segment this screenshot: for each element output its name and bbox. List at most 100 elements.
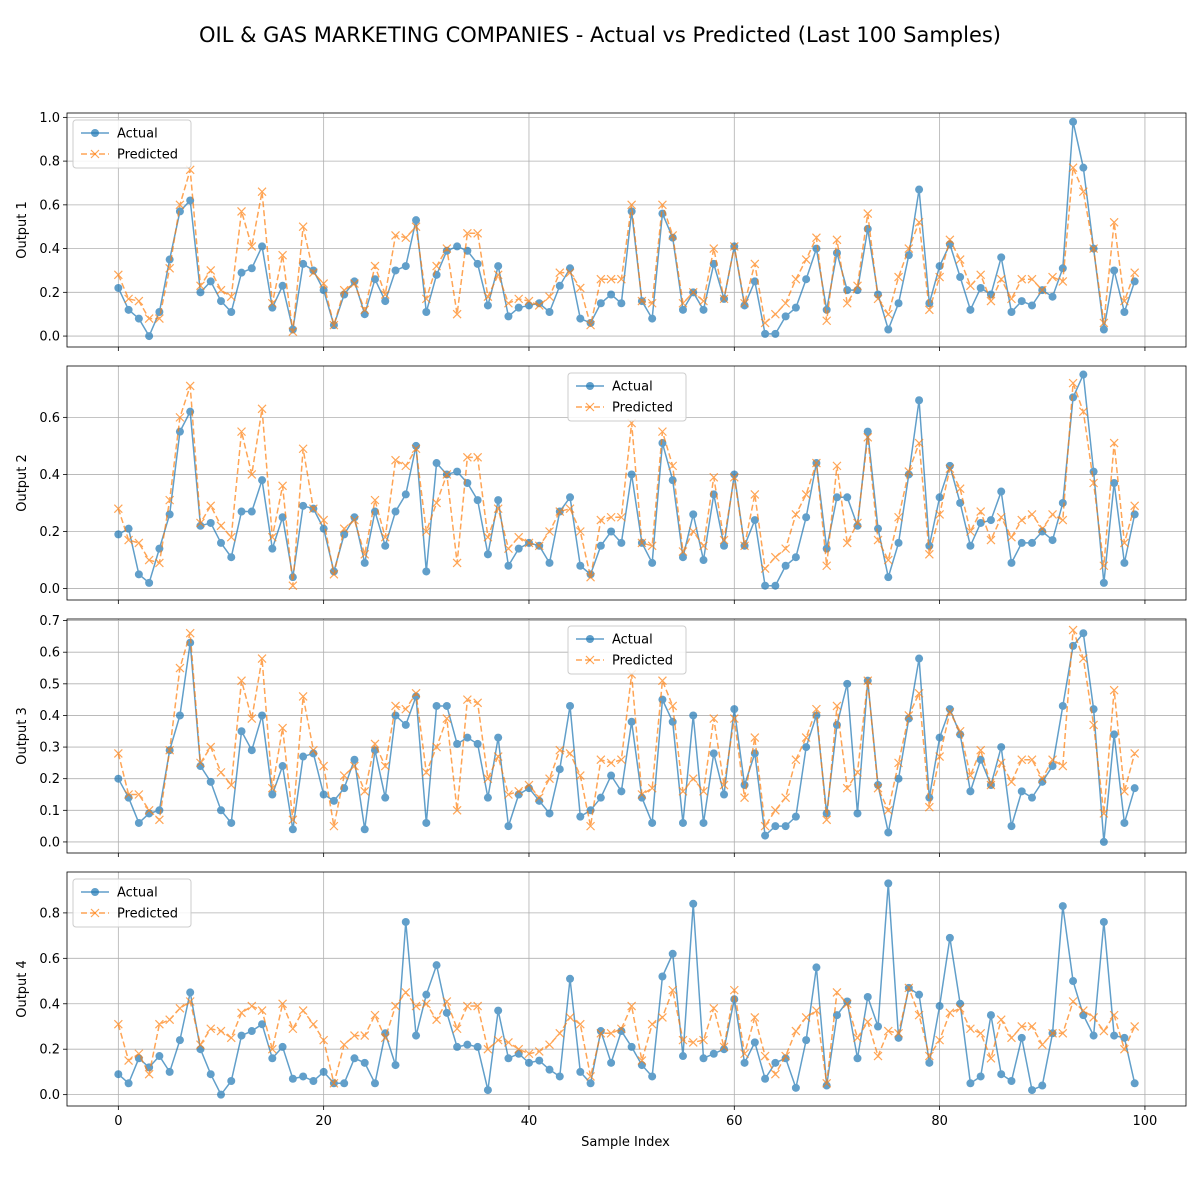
predicted-point (924, 305, 934, 315)
predicted-point (709, 1003, 719, 1013)
predicted-point (914, 1010, 924, 1020)
actual-point (155, 308, 164, 317)
predicted-point (1027, 1022, 1037, 1031)
predicted-point (154, 1019, 164, 1029)
legend-actual-label: Actual (117, 127, 158, 142)
predicted-point (565, 748, 575, 758)
predicted-point (370, 495, 380, 505)
predicted-point (668, 985, 678, 995)
actual-point (258, 242, 267, 251)
actual-point (1110, 730, 1119, 739)
legend-actual-label: Actual (612, 633, 653, 648)
predicted-point (596, 755, 606, 765)
predicted-point (770, 552, 780, 562)
actual-point (175, 207, 184, 216)
actual-point (607, 290, 616, 299)
actual-point (1058, 498, 1067, 507)
predicted-point (596, 515, 606, 525)
actual-point (894, 1033, 903, 1042)
predicted-point (267, 783, 277, 793)
predicted-point (760, 821, 770, 831)
predicted-point (1089, 720, 1099, 730)
actual-point (268, 790, 277, 799)
actual-point (422, 567, 431, 576)
predicted-point (740, 793, 749, 803)
predicted-point (452, 309, 462, 319)
actual-point (299, 1072, 308, 1081)
predicted-point (452, 1024, 462, 1034)
predicted-point (391, 701, 400, 711)
predicted-point (185, 381, 195, 391)
predicted-point (1048, 509, 1057, 519)
actual-point (1069, 977, 1078, 986)
predicted-point (113, 748, 123, 758)
predicted-point (545, 1040, 554, 1050)
actual-point (771, 329, 780, 338)
predicted-series-3 (113, 625, 1140, 831)
actual-point (781, 822, 790, 831)
predicted-point (801, 489, 811, 499)
predicted-point (750, 733, 760, 743)
predicted-point (832, 461, 842, 471)
predicted-point (267, 298, 277, 308)
predicted-point (842, 538, 852, 548)
actual-point (1079, 163, 1088, 172)
predicted-point (134, 1049, 144, 1059)
predicted-point (165, 1015, 175, 1025)
actual-point (822, 305, 831, 314)
predicted-point (175, 200, 185, 210)
predicted-point (298, 222, 308, 232)
actual-point (124, 1079, 133, 1088)
actual-point (216, 806, 225, 815)
predicted-point (586, 1072, 595, 1081)
actual-point (740, 1058, 749, 1067)
predicted-point (278, 999, 288, 1009)
predicted-point (1058, 1028, 1068, 1038)
predicted-point (801, 733, 811, 743)
predicted-point (1068, 997, 1078, 1006)
predicted-point (1017, 1022, 1027, 1031)
predicted-point (545, 292, 554, 302)
predicted-point (996, 512, 1006, 522)
predicted-point (873, 783, 883, 793)
predicted-point (1048, 755, 1057, 765)
predicted-point (924, 1051, 934, 1061)
actual-point (709, 1049, 718, 1058)
actual-point (483, 550, 492, 559)
predicted-point (791, 274, 801, 284)
predicted-point (832, 235, 842, 245)
actual-point (401, 720, 410, 729)
predicted-point (226, 292, 236, 302)
predicted-point (811, 704, 821, 714)
actual-point (473, 496, 482, 505)
actual-point (288, 1074, 297, 1083)
actual-point (391, 507, 400, 516)
actual-point (1110, 1031, 1119, 1040)
predicted-point (154, 314, 164, 323)
actual-point (648, 558, 657, 567)
actual-point (483, 793, 492, 802)
actual-point (986, 1011, 995, 1020)
actual-point (412, 216, 421, 225)
actual-point (247, 507, 256, 516)
actual-point (494, 1006, 503, 1015)
predicted-point (462, 228, 472, 238)
legend-box (567, 372, 687, 422)
actual-point (216, 538, 225, 547)
actual-point (956, 999, 965, 1008)
predicted-point (257, 404, 267, 414)
predicted-point (770, 309, 780, 319)
predicted-point (647, 298, 657, 308)
predicted-point (391, 1001, 400, 1011)
predicted-point (647, 1019, 657, 1029)
predicted-point (955, 484, 965, 494)
actual-point (237, 507, 246, 516)
predicted-point (1017, 755, 1027, 765)
predicted-point (216, 767, 226, 777)
actual-point (966, 541, 975, 550)
predicted-point (1048, 272, 1057, 282)
predicted-point (483, 774, 493, 784)
predicted-point (811, 233, 821, 243)
actual-point (812, 963, 821, 972)
actual-point (175, 427, 184, 436)
